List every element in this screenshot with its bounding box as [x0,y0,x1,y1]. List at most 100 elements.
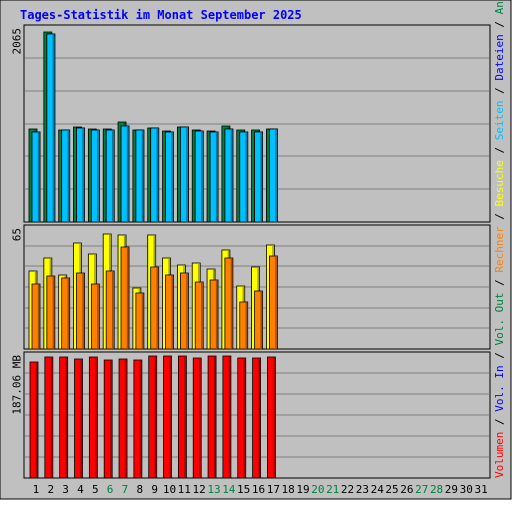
x-tick-label: 25 [385,483,398,496]
x-tick-label: 30 [460,483,473,496]
bar-hits-seiten-day-16 [254,131,263,223]
bar-hits-seiten-day-13 [209,131,219,223]
bar-volume-volumen-day-13 [207,355,217,479]
bar-hits-seiten-day-3 [61,129,71,223]
panel-volume: 187.06 MB [11,351,491,479]
x-tick-label: 17 [267,483,280,496]
bar-volume-volumen-day-2 [44,356,54,479]
x-tick-label: 7 [122,483,129,496]
bar-visits-rechner-day-2 [46,275,56,350]
legend-item: Vol. In [493,365,506,411]
bar-volume-volumen-day-14 [222,355,232,479]
panel-hits: 2065 [11,24,491,223]
bar-visits-rechner-day-11 [179,272,189,350]
x-tick-label: 26 [400,483,413,496]
bar-volume-volumen-day-6 [103,359,113,479]
bar-volume-volumen-day-5 [88,356,98,479]
x-tick-label: 22 [341,483,354,496]
x-tick-label: 18 [282,483,295,496]
x-tick-label: 19 [296,483,309,496]
legend-item: Rechner [493,226,506,273]
bar-volume-volumen-day-8 [133,359,143,479]
bar-volume-volumen-day-4 [74,358,83,479]
bar-visits-rechner-day-15 [239,301,249,350]
bar-volume-volumen-day-1 [29,361,39,479]
panel-max-label-hits: 2065 [11,28,24,55]
bar-hits-seiten-day-8 [135,129,145,223]
panel-visits: 65 [11,224,491,350]
bar-volume-volumen-day-17 [267,356,276,479]
bar-visits-rechner-day-6 [105,270,115,350]
bar-volume-volumen-day-11 [177,355,187,479]
bar-volume-volumen-day-3 [59,356,69,479]
bar-hits-seiten-day-12 [194,130,204,223]
legend-item: Besuche [493,160,506,206]
bar-hits-seiten-day-14 [224,128,234,223]
legend-item: Volumen [493,432,506,478]
x-tick-label: 21 [326,483,339,496]
chart-title: Tages-Statistik im Monat September 2025 [20,8,302,22]
bar-visits-rechner-day-14 [224,257,234,350]
x-tick-label: 10 [163,483,176,496]
x-tick-label: 28 [430,483,443,496]
panel-max-label-visits: 65 [11,228,24,241]
bar-hits-seiten-day-4 [76,127,85,223]
bar-visits-rechner-day-17 [269,255,278,350]
bar-hits-seiten-day-6 [105,129,115,223]
bar-hits-seiten-day-17 [269,128,278,223]
bar-hits-seiten-day-1 [31,131,41,223]
legend-item: Anfragen [493,0,506,14]
bar-hits-seiten-day-7 [120,125,130,223]
bar-volume-volumen-day-15 [237,357,247,479]
x-tick-label: 1 [33,483,40,496]
bar-hits-seiten-day-2 [46,33,56,223]
x-tick-label: 11 [178,483,191,496]
x-tick-label: 24 [371,483,385,496]
x-tick-label: 29 [445,483,458,496]
legend-item: Vol. Out [493,293,506,346]
x-tick-label: 12 [193,483,206,496]
panel-max-label-volume: 187.06 MB [11,355,24,415]
legend-separator: / [493,81,506,101]
legend-item: Seiten [493,100,506,140]
bar-visits-rechner-day-7 [120,246,130,350]
right-legend: Volumen / Vol. In / Vol. Out / Rechner /… [493,0,506,478]
bar-visits-rechner-day-5 [90,283,100,350]
x-tick-label: 4 [77,483,84,496]
legend-item: Dateien [493,34,506,80]
bar-hits-seiten-day-10 [165,131,174,223]
bar-visits-rechner-day-1 [31,283,41,350]
x-tick-label: 8 [136,483,143,496]
x-axis-labels: 1 2 3 4 5 6 7 8 9 10 11 12 13 14 15 16 17 18 19 20 21 22 23 24 2… [33,483,488,496]
x-tick-label: 23 [356,483,369,496]
legend-separator: / [493,273,506,293]
bar-visits-rechner-day-3 [61,277,71,350]
bar-visits-rechner-day-4 [76,272,85,350]
bar-visits-rechner-day-16 [254,290,263,350]
bar-hits-seiten-day-15 [239,131,249,223]
bar-visits-rechner-day-13 [209,279,219,350]
legend-text: Volumen / Vol. In / Vol. Out / Rechner /… [493,0,506,478]
bar-visits-rechner-day-10 [165,274,174,350]
bar-visits-rechner-day-8 [135,292,145,350]
legend-separator: / [493,346,506,366]
bar-hits-seiten-day-11 [179,126,189,223]
bar-visits-rechner-day-12 [194,281,204,350]
bar-hits-seiten-day-5 [90,129,100,223]
x-tick-label: 14 [222,483,236,496]
chart-panels: 2065 65 187.06 MB [11,24,491,479]
bar-visits-rechner-day-9 [150,266,160,350]
bar-volume-volumen-day-9 [148,355,158,479]
bar-volume-volumen-day-12 [192,357,202,479]
legend-separator: / [493,140,506,160]
x-tick-label: 16 [252,483,265,496]
legend-separator: / [493,206,506,226]
bar-hits-seiten-day-9 [150,127,160,223]
x-tick-label: 27 [415,483,428,496]
x-tick-label: 31 [474,483,487,496]
x-tick-label: 9 [151,483,158,496]
x-tick-label: 3 [62,483,69,496]
bar-volume-volumen-day-10 [163,355,172,479]
legend-separator: / [493,412,506,432]
